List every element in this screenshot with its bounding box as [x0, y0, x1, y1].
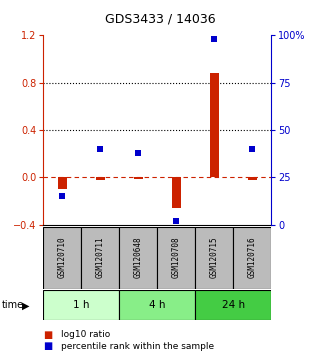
Bar	[81, 227, 119, 289]
Bar	[43, 227, 81, 289]
Text: GSM120710: GSM120710	[58, 237, 67, 278]
Text: time: time	[2, 300, 24, 310]
Bar	[247, 177, 257, 180]
Text: 4 h: 4 h	[149, 300, 166, 310]
Bar	[233, 227, 271, 289]
Bar	[119, 290, 195, 320]
Bar	[195, 290, 271, 320]
Bar	[171, 177, 181, 208]
Text: GSM120708: GSM120708	[172, 237, 181, 278]
Bar	[157, 227, 195, 289]
Text: log10 ratio: log10 ratio	[61, 330, 110, 339]
Text: GSM120715: GSM120715	[210, 237, 219, 278]
Text: GDS3433 / 14036: GDS3433 / 14036	[105, 12, 216, 25]
Bar	[57, 177, 67, 189]
Bar	[96, 177, 105, 180]
Bar	[210, 73, 219, 177]
Text: 1 h: 1 h	[73, 300, 90, 310]
Point	[250, 146, 255, 152]
Bar	[134, 177, 143, 179]
Text: 24 h: 24 h	[222, 300, 245, 310]
Text: GSM120648: GSM120648	[134, 237, 143, 278]
Text: GSM120711: GSM120711	[96, 237, 105, 278]
Bar	[195, 227, 233, 289]
Point	[174, 218, 179, 224]
Text: percentile rank within the sample: percentile rank within the sample	[61, 342, 214, 351]
Text: ■: ■	[43, 330, 53, 340]
Point	[212, 36, 217, 42]
Text: ■: ■	[43, 341, 53, 351]
Bar	[119, 227, 157, 289]
Point	[136, 150, 141, 156]
Text: ▶: ▶	[22, 300, 29, 310]
Point	[60, 194, 65, 199]
Text: GSM120716: GSM120716	[248, 237, 257, 278]
Point	[98, 146, 103, 152]
Bar	[43, 290, 119, 320]
